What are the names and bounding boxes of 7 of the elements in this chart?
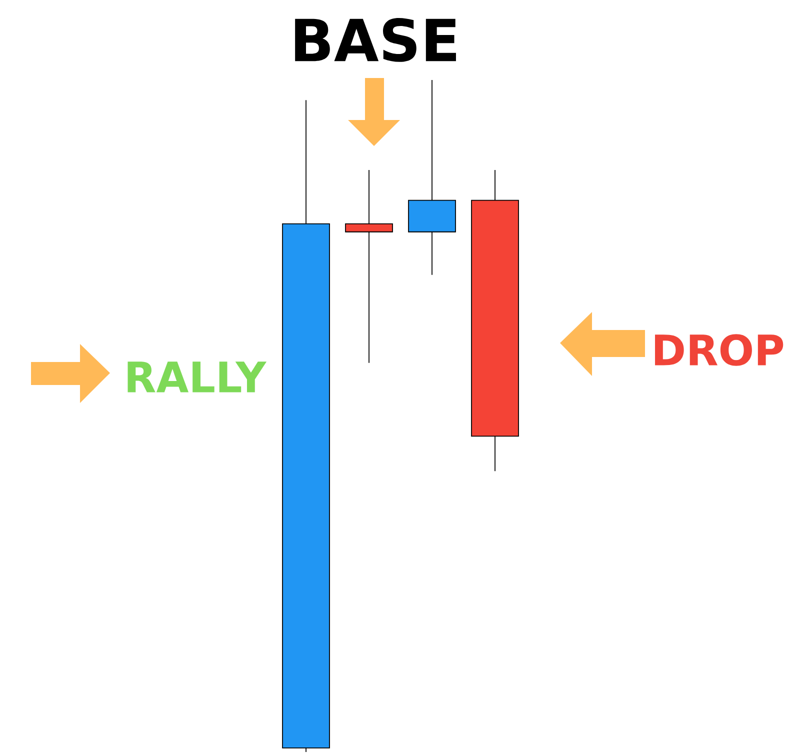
candlestick [345, 170, 393, 364]
candlestick [282, 100, 330, 752]
candlestick [408, 80, 456, 276]
text: BASE [295, 18, 456, 62]
text: DROP [655, 334, 784, 366]
text: RALLY [128, 362, 267, 392]
candlestick [471, 170, 519, 472]
